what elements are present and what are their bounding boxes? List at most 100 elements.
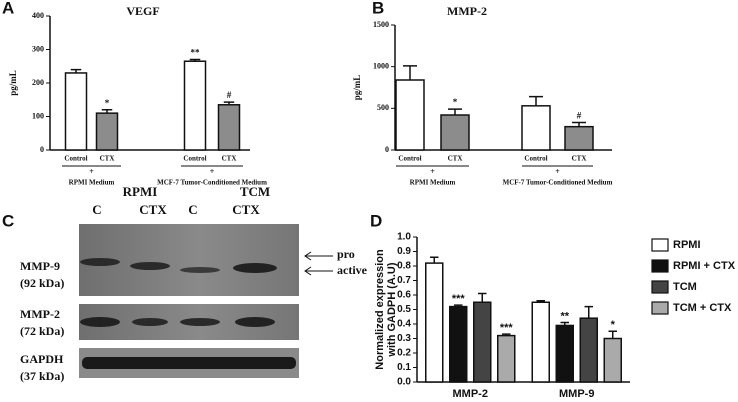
x-tick-label: Control <box>64 155 87 163</box>
band <box>180 318 220 326</box>
band <box>180 267 220 273</box>
band <box>80 317 120 327</box>
x-tick-label: Control <box>398 155 421 163</box>
lane-label: C <box>92 202 101 217</box>
legend-swatch <box>651 259 669 273</box>
y-axis-label: Normalized expression <box>374 249 386 370</box>
bar <box>64 72 88 151</box>
x-tick-label: Control <box>524 155 547 163</box>
significance: * <box>453 97 458 107</box>
band <box>233 263 277 273</box>
arrow-label: active <box>337 263 368 277</box>
x-tick-label: CTX <box>448 155 463 163</box>
row-label: (37 kDa) <box>20 369 64 383</box>
significance: *** <box>452 293 466 305</box>
group-sign: + <box>430 167 435 176</box>
y-tick-label: 0 <box>385 145 389 154</box>
bar <box>183 60 207 151</box>
western-blot: C RPMI TCM C CTX C CTX MMP-9 (92 kDa) MM… <box>2 184 368 383</box>
group-label: MCF-7 Tumor-Conditioned Medium <box>503 179 613 187</box>
legend-label: TCM + CTX <box>673 302 732 314</box>
group-sign: + <box>210 167 215 176</box>
bar <box>521 105 551 151</box>
lane-label: CTX <box>139 202 167 217</box>
y-axis-label: with GADPH (A.U) <box>386 262 398 357</box>
panel-letter: D <box>370 211 382 230</box>
group-label: MCF-7 Tumor-Conditioned Medium <box>157 179 267 187</box>
error-bar <box>189 58 201 62</box>
band <box>235 317 275 327</box>
significance: *** <box>500 322 514 334</box>
bar <box>95 112 119 151</box>
error-bar <box>101 109 113 114</box>
error-bar <box>560 321 569 326</box>
lane-label: CTX <box>232 202 260 217</box>
significance: ** <box>191 48 201 58</box>
bar <box>603 337 622 383</box>
group-label: TCM <box>240 184 270 199</box>
y-tick-label: 1.0 <box>397 232 411 243</box>
band <box>82 357 296 369</box>
y-tick-label: 0.4 <box>397 319 411 330</box>
significance: # <box>227 90 232 100</box>
significance: # <box>577 111 582 121</box>
y-tick-label: 500 <box>377 103 389 112</box>
bar <box>531 301 550 383</box>
y-tick-label: 0.3 <box>397 333 411 344</box>
group-label: RPMI Medium <box>69 179 115 187</box>
error-bar <box>529 95 543 106</box>
legend-swatch <box>651 280 669 294</box>
row-label: MMP-2 <box>20 307 60 321</box>
y-tick-label: 0 <box>40 145 44 154</box>
error-bar <box>403 65 417 80</box>
bar <box>579 317 598 383</box>
row-label: (72 kDa) <box>20 324 64 338</box>
x-tick-label: MMP-9 <box>559 388 594 400</box>
y-tick-label: 0.7 <box>397 275 411 286</box>
error-bar <box>572 121 586 127</box>
significance: * <box>611 319 616 331</box>
error-bar <box>454 304 463 307</box>
panel-letter: B <box>372 0 384 17</box>
significance: ** <box>560 310 569 322</box>
y-tick-label: 0.8 <box>397 261 411 272</box>
x-tick-label: MMP-2 <box>453 388 488 400</box>
group-label: RPMI Medium <box>410 179 456 187</box>
x-tick-label: Control <box>183 155 206 163</box>
legend-label: TCM <box>673 281 697 293</box>
legend-swatch <box>651 301 669 315</box>
y-tick-label: 0.1 <box>397 362 411 373</box>
error-bar <box>430 256 439 264</box>
y-tick-label: 0.0 <box>397 377 411 388</box>
y-tick-label: 0.9 <box>397 246 411 257</box>
y-axis-label: pg/mL <box>8 70 18 96</box>
chart-title: VEGF <box>126 4 159 18</box>
y-tick-label: 0.5 <box>397 304 411 315</box>
panel-letter: C <box>2 211 14 230</box>
x-tick-label: CTX <box>100 155 115 163</box>
band <box>132 318 168 326</box>
arrow <box>304 251 333 276</box>
bar <box>564 125 594 151</box>
arrow-label: pro <box>337 247 355 261</box>
bar <box>440 114 470 151</box>
error-bar <box>223 101 235 105</box>
group-sign: + <box>555 167 560 176</box>
bar <box>395 79 425 151</box>
bar <box>497 334 516 383</box>
legend-label: RPMI + CTX <box>673 260 736 272</box>
x-tick-label: CTX <box>222 155 237 163</box>
y-tick-label: 0.2 <box>397 348 411 359</box>
row-label: GAPDH <box>20 352 64 366</box>
bar <box>449 305 468 383</box>
legend-label: RPMI <box>673 239 701 251</box>
error-bar <box>502 333 511 336</box>
error-bar <box>478 292 487 303</box>
row-label: MMP-9 <box>20 259 60 273</box>
significance: * <box>105 98 110 108</box>
x-tick-label: CTX <box>572 155 587 163</box>
bar <box>555 324 574 383</box>
panel-letter: A <box>2 0 14 17</box>
group-label: RPMI <box>123 184 158 199</box>
